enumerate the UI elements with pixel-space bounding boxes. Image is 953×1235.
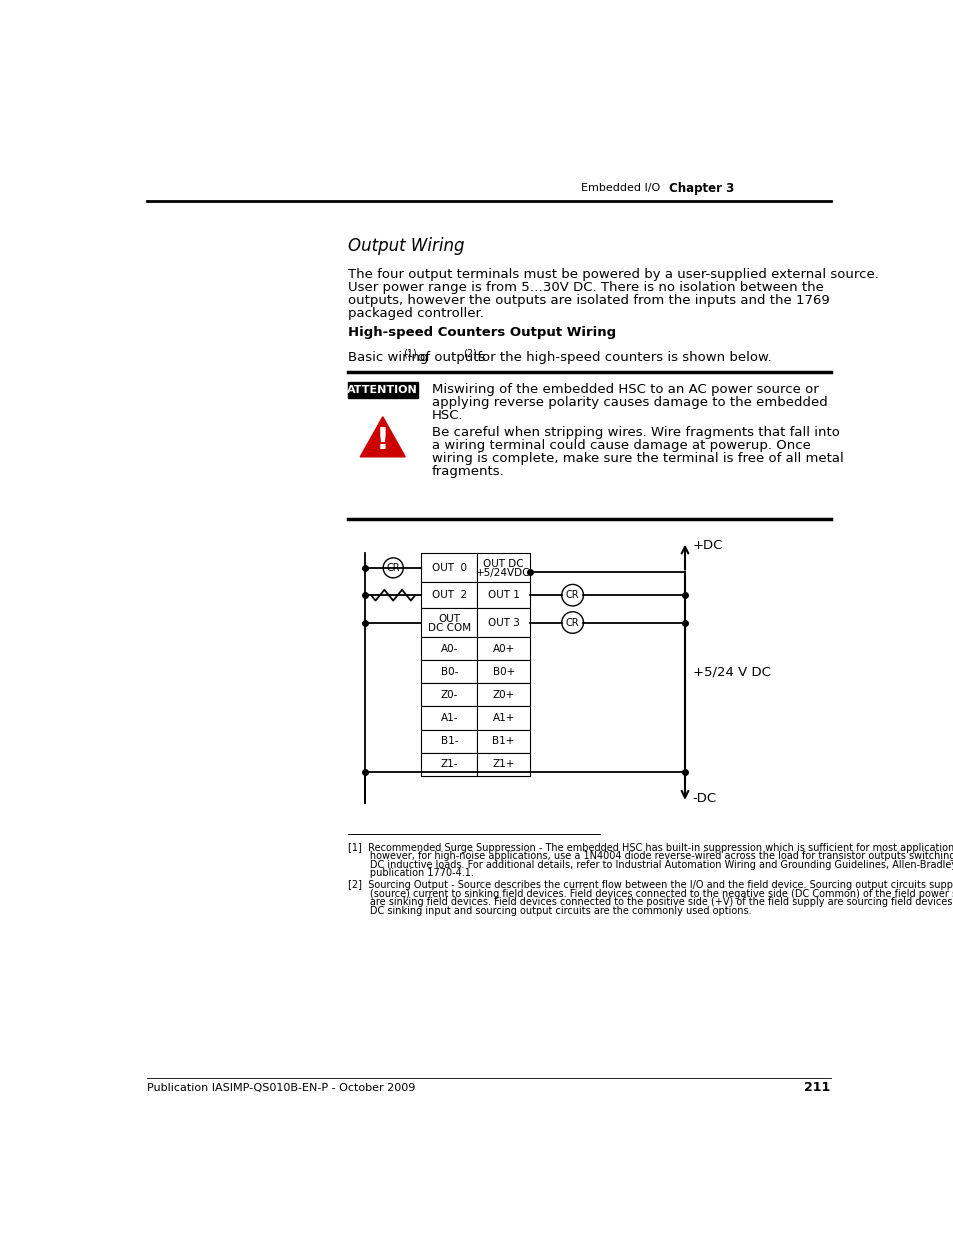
Text: !: ! [375, 426, 389, 456]
Text: OUT 1: OUT 1 [487, 590, 519, 600]
Polygon shape [360, 416, 405, 457]
Text: A1+: A1+ [492, 713, 515, 722]
Text: B0-: B0- [440, 667, 457, 677]
Bar [421, 661, 476, 683]
Text: B1-: B1- [440, 736, 457, 746]
Bar [476, 608, 530, 637]
Text: (1): (1) [402, 348, 416, 358]
Text: A0+: A0+ [492, 643, 515, 653]
Text: A1-: A1- [440, 713, 457, 722]
Text: Be careful when stripping wires. Wire fragments that fall into: Be careful when stripping wires. Wire fr… [431, 426, 839, 440]
Text: +5/24 V DC: +5/24 V DC [692, 666, 770, 679]
Text: A0-: A0- [440, 643, 457, 653]
Bar [421, 706, 476, 730]
Text: (2): (2) [463, 348, 476, 358]
Text: +DC: +DC [692, 538, 722, 552]
Bar [476, 583, 530, 608]
Text: Z1+: Z1+ [492, 760, 515, 769]
Text: a wiring terminal could cause damage at powerup. Once: a wiring terminal could cause damage at … [431, 440, 810, 452]
Text: User power range is from 5…30V DC. There is no isolation between the: User power range is from 5…30V DC. There… [348, 280, 822, 294]
Text: ATTENTION: ATTENTION [347, 385, 417, 395]
Text: Publication IASIMP-QS010B-EN-P - October 2009: Publication IASIMP-QS010B-EN-P - October… [147, 1083, 416, 1093]
Text: of outputs: of outputs [413, 351, 485, 364]
Bar [421, 553, 476, 583]
Bar [476, 730, 530, 752]
Text: +5/24VDC: +5/24VDC [476, 568, 530, 578]
Bar [476, 683, 530, 706]
Text: Basic wiring: Basic wiring [348, 351, 428, 364]
Text: [2]  Sourcing Output - Source describes the current flow between the I/O and the: [2] Sourcing Output - Source describes t… [348, 881, 953, 890]
Text: DC sinking input and sourcing output circuits are the commonly used options.: DC sinking input and sourcing output cir… [348, 906, 751, 916]
Text: OUT  0: OUT 0 [432, 563, 466, 573]
Text: [1]  Recommended Surge Suppression - The embedded HSC has built-in suppression w: [1] Recommended Surge Suppression - The … [348, 842, 953, 852]
Text: The four output terminals must be powered by a user-supplied external source.: The four output terminals must be powere… [348, 268, 878, 280]
Text: for the high-speed counters is shown below.: for the high-speed counters is shown bel… [473, 351, 771, 364]
Text: OUT  2: OUT 2 [432, 590, 466, 600]
Text: publication 1770-4.1.: publication 1770-4.1. [348, 868, 474, 878]
Text: outputs, however the outputs are isolated from the inputs and the 1769: outputs, however the outputs are isolate… [348, 294, 829, 306]
Text: (source) current to sinking field devices. Field devices connected to the negati: (source) current to sinking field device… [348, 889, 953, 899]
Bar [476, 637, 530, 661]
Text: OUT: OUT [438, 614, 460, 624]
Text: Embedded I/O: Embedded I/O [580, 183, 659, 193]
Bar [421, 637, 476, 661]
Text: fragments.: fragments. [431, 466, 504, 478]
Bar [421, 730, 476, 752]
Text: Z0-: Z0- [440, 690, 457, 700]
Text: B1+: B1+ [492, 736, 515, 746]
Text: Chapter 3: Chapter 3 [669, 182, 734, 195]
Text: however, for high-noise applications, use a 1N4004 diode reverse-wired across th: however, for high-noise applications, us… [348, 851, 953, 861]
Bar [421, 683, 476, 706]
Text: wiring is complete, make sure the terminal is free of all metal: wiring is complete, make sure the termin… [431, 452, 842, 466]
Bar [421, 583, 476, 608]
Text: DC inductive loads. For additional details, refer to Industrial Automation Wirin: DC inductive loads. For additional detai… [348, 860, 953, 869]
Text: HSC.: HSC. [431, 409, 463, 422]
Text: High-speed Counters Output Wiring: High-speed Counters Output Wiring [348, 326, 616, 340]
Text: Z1-: Z1- [440, 760, 457, 769]
Text: CR: CR [565, 618, 578, 627]
Text: OUT DC: OUT DC [483, 559, 523, 569]
Bar [476, 661, 530, 683]
Bar [421, 608, 476, 637]
Bar [476, 706, 530, 730]
Text: Z0+: Z0+ [492, 690, 515, 700]
Text: -DC: -DC [692, 793, 716, 805]
Text: CR: CR [386, 563, 399, 573]
Text: Miswiring of the embedded HSC to an AC power source or: Miswiring of the embedded HSC to an AC p… [431, 383, 818, 396]
Text: applying reverse polarity causes damage to the embedded: applying reverse polarity causes damage … [431, 396, 826, 409]
Bar [348, 382, 417, 399]
Text: OUT 3: OUT 3 [487, 618, 519, 627]
Text: packaged controller.: packaged controller. [348, 306, 483, 320]
Text: DC COM: DC COM [427, 622, 471, 632]
Bar [476, 553, 530, 583]
Text: CR: CR [565, 590, 578, 600]
Text: Output Wiring: Output Wiring [348, 237, 464, 254]
Text: 211: 211 [803, 1081, 830, 1094]
Text: B0+: B0+ [492, 667, 515, 677]
Text: are sinking field devices. Field devices connected to the positive side (+V) of : are sinking field devices. Field devices… [348, 898, 953, 908]
Bar [421, 752, 476, 776]
Bar [476, 752, 530, 776]
